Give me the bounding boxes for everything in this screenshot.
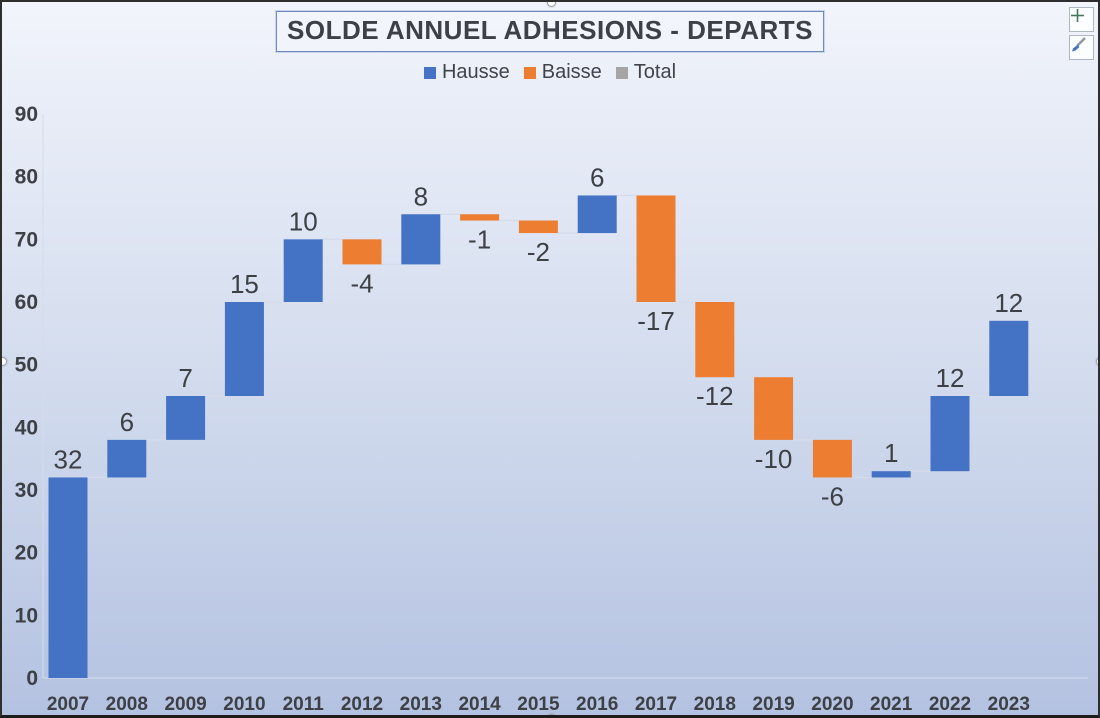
paintbrush-icon [1072,37,1086,52]
x-tick-label-2010: 2010 [223,694,265,715]
legend-label-total: Total [633,61,677,83]
x-tick-label-2021: 2021 [870,694,913,715]
y-tick-label: 10 [15,604,38,627]
chart-styles-button[interactable] [1069,35,1094,60]
chart-title[interactable]: SOLDE ANNUEL ADHESIONS - DEPARTS [275,10,825,53]
bar-2021[interactable] [871,471,911,478]
bar-2014[interactable] [460,214,500,221]
bar-2018[interactable] [695,302,735,378]
y-tick-label: 30 [15,479,38,502]
y-tick-label: 20 [15,542,38,565]
x-tick-label-2015: 2015 [517,694,560,715]
x-tick-label-2019: 2019 [752,694,794,715]
data-label-2007: 32 [54,444,83,474]
bar-2019[interactable] [754,377,794,440]
legend-label-hausse: Hausse [441,61,510,83]
data-label-2012: -4 [350,268,373,298]
y-tick-label: 90 [15,103,38,126]
data-label-2009: 7 [178,363,192,393]
bar-2017[interactable] [636,195,676,302]
x-tick-label-2020: 2020 [811,694,853,715]
legend-item-total[interactable]: Total [615,61,677,84]
y-tick-label: 70 [15,228,38,251]
data-label-2014: -1 [468,225,491,255]
x-tick-label-2023: 2023 [988,694,1030,715]
y-tick-label: 80 [15,166,38,189]
bar-2012[interactable] [342,239,382,265]
x-tick-label-2018: 2018 [694,694,736,715]
bar-2015[interactable] [518,220,558,234]
data-label-2019: -10 [755,444,793,474]
data-label-2016: 6 [590,162,604,192]
data-label-2015: -2 [527,237,550,267]
x-tick-label-2007: 2007 [47,694,89,715]
bar-2008[interactable] [107,439,147,478]
data-label-2011: 10 [289,206,318,236]
data-label-2018: -12 [696,381,734,411]
selection-handle-bottom[interactable] [547,714,556,715]
x-tick-label-2022: 2022 [929,694,971,715]
data-label-2013: 8 [414,181,428,211]
total-swatch-icon [615,66,628,79]
legend-label-baisse: Baisse [541,61,602,83]
bar-2011[interactable] [283,239,323,302]
baisse-swatch-icon [523,66,536,79]
bar-2023[interactable] [989,320,1029,396]
legend-item-baisse[interactable]: Baisse [523,61,602,84]
x-tick-label-2017: 2017 [635,694,677,715]
x-tick-label-2008: 2008 [106,694,148,715]
data-label-2021: 1 [884,438,898,468]
bar-2022[interactable] [930,396,970,472]
bar-2009[interactable] [166,396,206,440]
y-tick-label: 0 [26,667,38,690]
data-label-2010: 15 [230,269,259,299]
x-tick-label-2009: 2009 [164,694,206,715]
x-tick-label-2012: 2012 [341,694,383,715]
x-tick-label-2016: 2016 [576,694,618,715]
x-tick-label-2011: 2011 [283,694,325,715]
bar-2010[interactable] [224,302,264,396]
x-tick-label-2013: 2013 [400,694,442,715]
selection-handle-right[interactable] [1096,357,1098,366]
hausse-swatch-icon [423,66,436,79]
bar-2020[interactable] [812,439,852,478]
bar-2007[interactable] [48,477,88,678]
data-label-2017: -17 [637,306,675,336]
y-tick-label: 40 [15,416,38,439]
data-label-2022: 12 [936,363,965,393]
legend: Hausse Baisse Total [2,61,1098,84]
bar-2016[interactable] [577,195,617,234]
bar-2013[interactable] [401,214,441,265]
data-label-2008: 6 [120,407,134,437]
chart-elements-button[interactable] [1069,7,1094,32]
legend-item-hausse[interactable]: Hausse [423,61,510,84]
data-label-2023: 12 [994,288,1023,318]
y-tick-label: 60 [15,291,38,314]
x-tick-label-2014: 2014 [458,694,501,715]
plus-icon [1071,9,1084,22]
y-tick-label: 50 [15,354,38,377]
data-label-2020: -6 [821,481,844,511]
selection-handle-top[interactable] [547,2,556,7]
selection-handle-left[interactable] [2,357,7,366]
